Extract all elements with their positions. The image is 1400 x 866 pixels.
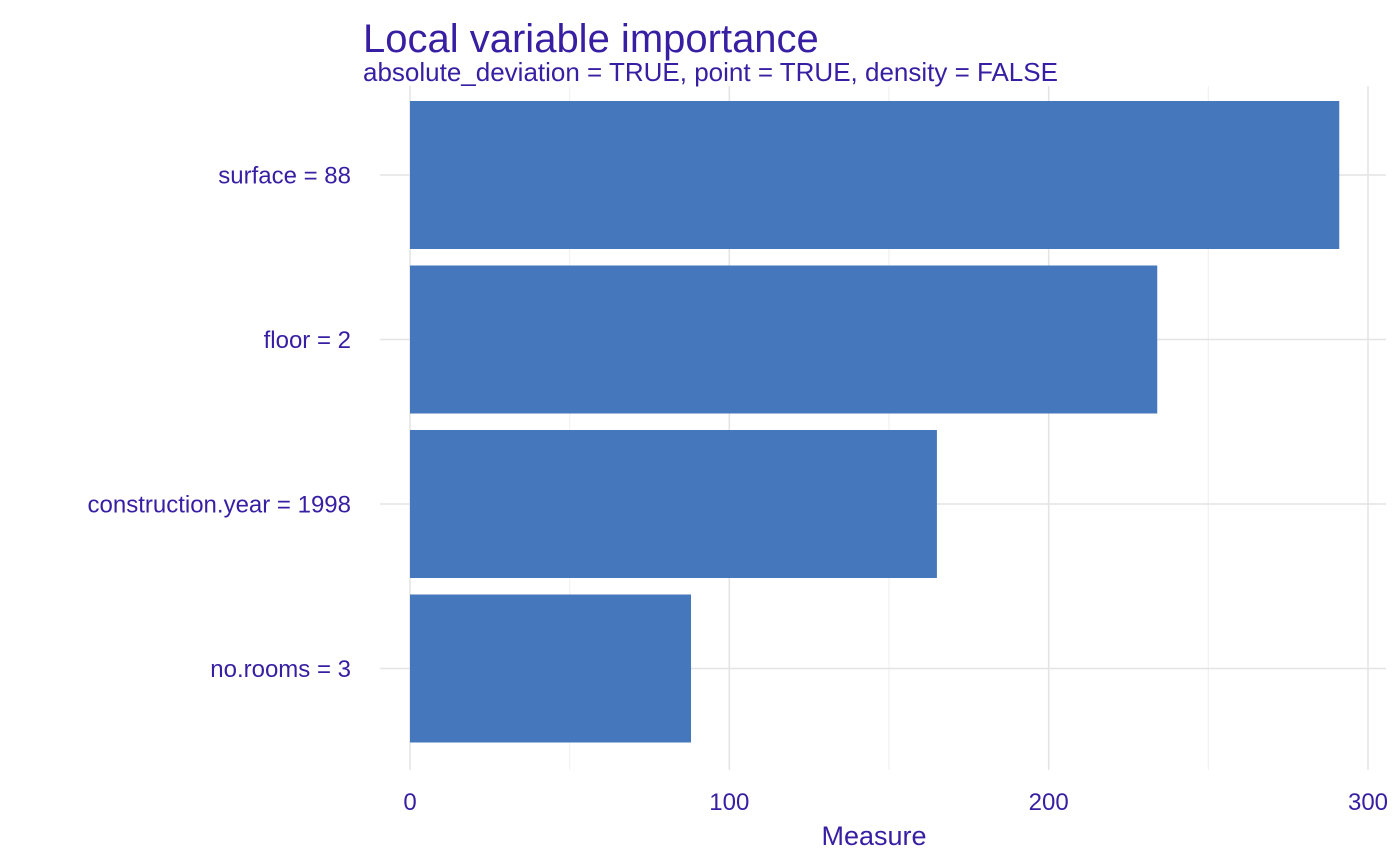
x-axis-title: Measure <box>821 821 926 851</box>
y-tick-label-0: surface = 88 <box>218 163 351 190</box>
y-tick-label-2: construction.year = 1998 <box>88 492 352 519</box>
x-tick-label-2: 200 <box>1029 789 1069 816</box>
bar-layer <box>410 101 1340 743</box>
bar-1 <box>410 265 1158 414</box>
bar-0 <box>410 101 1340 249</box>
chart-title: Local variable importance <box>363 17 819 61</box>
y-tick-label-3: no.rooms = 3 <box>210 656 351 683</box>
y-tick-label-1: floor = 2 <box>264 327 351 354</box>
x-tick-label-3: 300 <box>1348 789 1388 816</box>
chart-subtitle: absolute_deviation = TRUE, point = TRUE,… <box>363 57 1058 87</box>
label-layer: surface = 88 floor = 2 construction.year =… <box>88 163 1389 817</box>
bar-3 <box>410 594 692 743</box>
bar-2 <box>410 430 937 578</box>
x-tick-label-0: 0 <box>403 789 416 816</box>
x-tick-label-1: 100 <box>709 789 749 816</box>
